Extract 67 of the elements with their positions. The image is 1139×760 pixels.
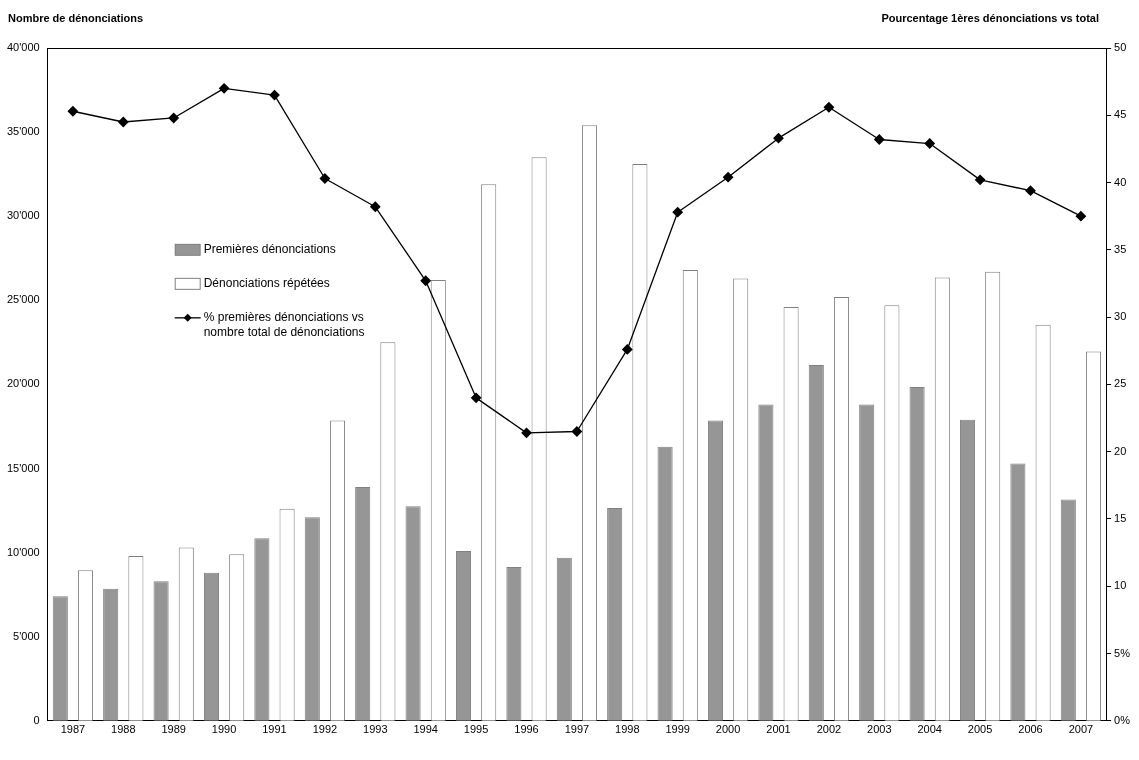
- x-tick-label: 2004: [917, 723, 942, 736]
- x-tick-label: 1994: [413, 723, 438, 736]
- y2-tick-label: 30: [1114, 310, 1127, 323]
- legend-label: Premières dénonciations: [203, 242, 336, 257]
- x-tick-label: 2003: [867, 723, 892, 736]
- point: [521, 427, 532, 438]
- point: [823, 102, 835, 113]
- legend-label: Dénonciations répétées: [203, 276, 330, 291]
- x-tick-label: 1990: [211, 723, 237, 736]
- point: [218, 83, 230, 94]
- x-tick-label: 2000: [715, 723, 741, 736]
- point: [118, 116, 129, 128]
- x-tick-label: 2002: [816, 723, 842, 736]
- y2-tick-label: 35: [1114, 242, 1127, 255]
- y-tick-label: 40'000: [6, 41, 40, 54]
- x-tick-label: 1987: [60, 723, 86, 736]
- point: [1075, 211, 1087, 222]
- point: [672, 207, 683, 218]
- point: [370, 201, 381, 212]
- x-tick-label: 1993: [363, 723, 388, 736]
- y2-tick-label: 10: [1114, 579, 1127, 592]
- x-tick-label: 1992: [312, 723, 338, 736]
- x-tick-label: 1988: [111, 723, 136, 736]
- x-tick-label: 2005: [967, 723, 993, 736]
- point: [571, 426, 583, 437]
- point: [319, 173, 331, 184]
- y2-axis-title: Pourcentage 1ères dénonciations vs total: [881, 12, 1099, 24]
- point: [974, 174, 986, 186]
- point: [470, 392, 482, 404]
- y-tick-label: 25'000: [6, 293, 40, 306]
- x-tick-label: 1998: [615, 723, 640, 736]
- x-tick-label: 2006: [1018, 723, 1043, 736]
- x-tick-label: 1997: [564, 723, 590, 736]
- y2-tick-label: 45: [1114, 108, 1127, 121]
- x-tick-label: 1996: [514, 723, 539, 736]
- y-tick-label: 0: [33, 713, 40, 726]
- point: [622, 344, 633, 355]
- y-tick-label: 10'000: [6, 545, 40, 558]
- y-tick-label: 20'000: [6, 377, 40, 390]
- x-tick-label: 1999: [665, 723, 690, 736]
- y2-tick-label: 40: [1114, 175, 1127, 188]
- x-tick-label: 2001: [766, 723, 791, 736]
- x-tick-label: 1995: [463, 723, 489, 736]
- point: [874, 134, 885, 145]
- point: [1025, 185, 1036, 196]
- y2-tick-label: 0%: [1114, 713, 1131, 726]
- point: [420, 275, 431, 286]
- y-axis-title: Nombre de dénonciations: [8, 12, 144, 24]
- x-tick-label: 1991: [262, 723, 287, 736]
- x-tick-label: 1989: [161, 723, 186, 736]
- y-tick-label: 15'000: [6, 461, 40, 474]
- y2-tick-label: 20: [1114, 444, 1127, 457]
- y2-tick-label: 50: [1114, 41, 1127, 54]
- point: [67, 106, 79, 117]
- y2-tick-label: 15: [1114, 511, 1127, 524]
- point: [168, 112, 179, 124]
- legend-label: % premières dénonciations vs nombre total de dénonciations: [203, 310, 365, 340]
- point: [924, 138, 935, 149]
- y2-tick-label: 5%: [1114, 646, 1131, 659]
- y2-tick-label: 25: [1114, 377, 1127, 390]
- point: [269, 89, 280, 101]
- x-tick-label: 2007: [1068, 723, 1094, 736]
- y-tick-label: 30'000: [6, 209, 40, 222]
- y-tick-label: 5'000: [13, 629, 40, 642]
- point: [722, 172, 734, 183]
- y-tick-label: 35'000: [6, 125, 40, 138]
- point: [773, 133, 784, 144]
